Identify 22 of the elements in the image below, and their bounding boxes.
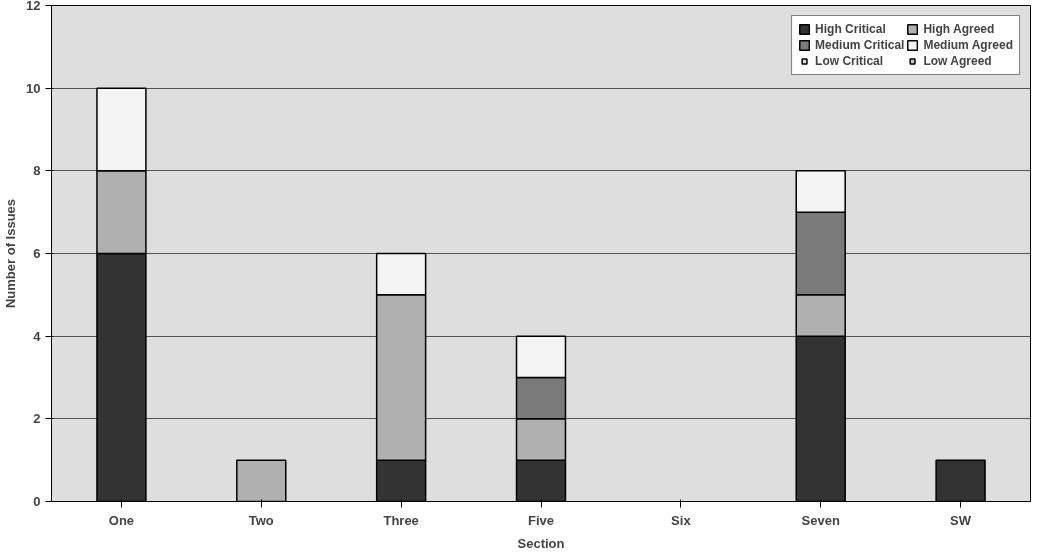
x-tick-label: One <box>108 512 135 528</box>
y-tick-label: 0 <box>33 494 41 509</box>
x-tick-label: SW <box>950 512 972 528</box>
x-tick-label: Six <box>671 512 692 528</box>
y-tick-label: 4 <box>33 328 42 344</box>
x-tick-label: Five <box>527 512 555 528</box>
legend-label: Medium Agreed <box>923 38 1013 52</box>
legend-label: High Agreed <box>923 22 995 36</box>
y-tick-label: 10 <box>26 80 41 96</box>
x-tick-label: Three <box>383 512 419 528</box>
x-tick-label: Seven <box>801 512 840 528</box>
legend-label: High Critical <box>815 22 886 36</box>
y-tick-label: 6 <box>33 246 41 261</box>
y-tick-label: 12 <box>26 0 41 13</box>
y-axis-title: Number of Issues <box>3 198 19 309</box>
legend-label: Low Agreed <box>923 54 992 68</box>
x-axis-title: Section <box>517 535 565 551</box>
x-tick-label: Two <box>248 512 274 528</box>
legend-label: Low Critical <box>815 54 884 68</box>
y-tick-label: 8 <box>33 163 41 179</box>
legend-label: Medium Critical <box>815 38 905 52</box>
y-tick-label: 2 <box>33 411 41 427</box>
